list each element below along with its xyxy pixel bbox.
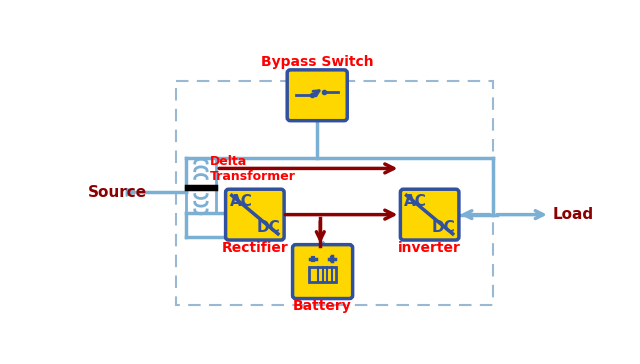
Text: AC: AC bbox=[404, 194, 428, 209]
Text: DC: DC bbox=[257, 220, 280, 235]
Text: Battery: Battery bbox=[293, 299, 352, 313]
FancyBboxPatch shape bbox=[287, 70, 348, 121]
Text: Bypass Switch: Bypass Switch bbox=[261, 55, 374, 69]
Text: DC: DC bbox=[431, 220, 456, 235]
FancyBboxPatch shape bbox=[401, 189, 459, 240]
Polygon shape bbox=[126, 189, 137, 196]
Text: Delta
Transformer: Delta Transformer bbox=[210, 155, 296, 183]
Text: inverter: inverter bbox=[398, 241, 461, 255]
Text: Load: Load bbox=[553, 207, 594, 222]
Text: Rectifier: Rectifier bbox=[221, 241, 288, 255]
Text: Source: Source bbox=[88, 185, 147, 200]
FancyBboxPatch shape bbox=[225, 189, 284, 240]
Bar bbox=[308, 267, 337, 282]
FancyBboxPatch shape bbox=[292, 245, 353, 298]
Text: AC: AC bbox=[230, 194, 252, 209]
